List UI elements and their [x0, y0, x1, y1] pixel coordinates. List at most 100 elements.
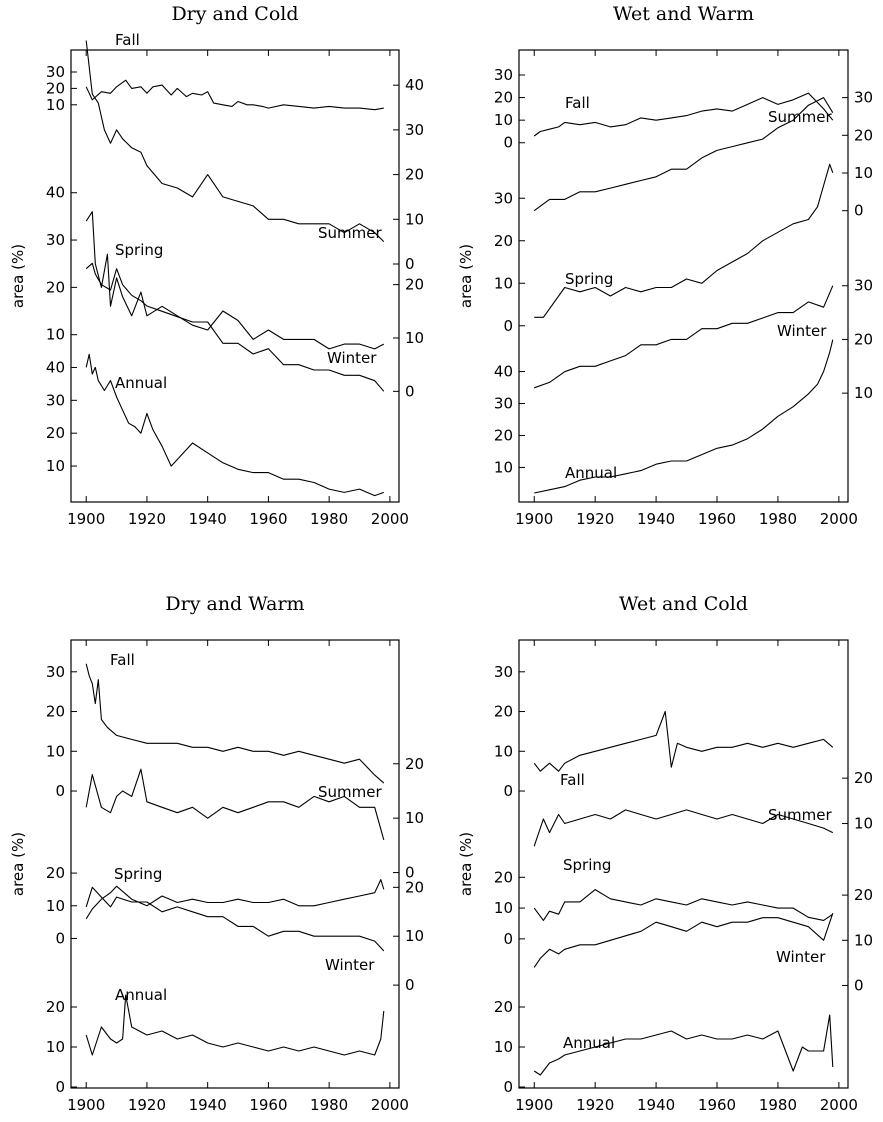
- x-tick-label: 1960: [249, 1096, 287, 1114]
- y-tick-label: 40: [46, 358, 65, 376]
- y-tick-label: 20: [854, 126, 873, 144]
- y-tick-label: 30: [494, 66, 513, 84]
- y-tick-label: 30: [46, 391, 65, 409]
- plot-frame: [518, 639, 849, 1089]
- x-tick-label: 1900: [515, 1096, 553, 1114]
- y-tick-label: 10: [46, 897, 65, 915]
- x-tick-label: 1980: [310, 510, 348, 528]
- x-tick-label: 1940: [637, 510, 675, 528]
- series-label-spring: Spring: [114, 865, 162, 883]
- panel-4: Wet and Cold area (%) 1900 1920 1940 1960 1980…: [457, 593, 873, 1114]
- series-line-annual: [534, 339, 834, 494]
- y-tick-label: 20: [494, 868, 513, 886]
- series-line-annual: [533, 1014, 834, 1076]
- y-tick-label: 20: [46, 703, 65, 721]
- series-line-spring: [534, 163, 834, 318]
- x-tick-label: 1940: [189, 1096, 227, 1114]
- series-label-winter: Winter: [325, 956, 375, 974]
- y-tick-label: 10: [405, 809, 424, 827]
- y-axis-label: area (%): [9, 244, 27, 308]
- y-tick-label: 10: [46, 742, 65, 760]
- y-tick-label: 10: [494, 274, 513, 292]
- y-tick-label: 10: [46, 1038, 65, 1056]
- y-tick-label: 30: [46, 231, 65, 249]
- x-tick-label: 1920: [128, 1096, 166, 1114]
- x-tick-label: 1980: [759, 1096, 797, 1114]
- series-line-summer: [85, 768, 385, 841]
- y-tick-label: 20: [46, 998, 65, 1016]
- y-tick-label: 10: [854, 384, 873, 402]
- y-tick-label: 0: [503, 134, 513, 152]
- series-line-spring: [85, 879, 385, 920]
- series-label-winter: Winter: [777, 322, 827, 340]
- plot-frame: [70, 49, 400, 503]
- y-tick-label: 40: [405, 76, 424, 94]
- x-tick-label: 1960: [698, 1096, 736, 1114]
- x-tick-label: 1960: [698, 510, 736, 528]
- x-tick-label: 2000: [820, 510, 858, 528]
- y-tick-label: 40: [46, 184, 65, 202]
- series-label-annual: Annual: [115, 986, 167, 1004]
- y-tick-label: 10: [494, 458, 513, 476]
- plot-frame: [70, 639, 400, 1089]
- series-line-annual: [85, 353, 384, 497]
- series-label-winter: Winter: [776, 948, 826, 966]
- series-label-summer: Summer: [768, 806, 832, 824]
- y-tick-label: 20: [405, 166, 424, 184]
- y-tick-label: 10: [46, 326, 65, 344]
- series-label-annual: Annual: [563, 1034, 615, 1052]
- y-tick-label: 0: [405, 976, 415, 994]
- series-line-fall: [533, 710, 834, 772]
- series-line-fall: [85, 663, 385, 784]
- y-tick-label: 20: [494, 89, 513, 107]
- series-label-winter: Winter: [327, 349, 377, 367]
- y-tick-label: 0: [55, 782, 65, 800]
- y-tick-label: 10: [854, 815, 873, 833]
- series-line-winter: [85, 262, 385, 392]
- y-tick-label: 20: [494, 232, 513, 250]
- y-tick-label: 10: [46, 96, 65, 114]
- y-axis-label: area (%): [457, 832, 475, 896]
- y-tick-label: 10: [405, 210, 424, 228]
- y-tick-label: 10: [494, 111, 513, 129]
- y-tick-label: 0: [405, 382, 415, 400]
- y-tick-label: 20: [405, 755, 424, 773]
- y-tick-label: 0: [405, 255, 415, 273]
- y-tick-label: 20: [405, 878, 424, 896]
- panel-title: Wet and Cold: [619, 593, 748, 615]
- y-tick-label: 40: [494, 363, 513, 381]
- y-tick-label: 30: [46, 663, 65, 681]
- series-label-annual: Annual: [115, 374, 167, 392]
- y-tick-label: 0: [55, 929, 65, 947]
- series-label-annual: Annual: [565, 464, 617, 482]
- series-label-summer: Summer: [318, 224, 382, 242]
- y-tick-label: 20: [854, 330, 873, 348]
- y-tick-label: 10: [405, 329, 424, 347]
- series-line-summer: [85, 40, 385, 242]
- x-tick-label: 1900: [67, 1096, 105, 1114]
- series-label-fall: Fall: [565, 94, 590, 112]
- series-line-summer: [533, 97, 834, 212]
- y-tick-label: 0: [503, 317, 513, 335]
- series-label-summer: Summer: [768, 108, 832, 126]
- series-label-spring: Spring: [115, 241, 163, 259]
- series-label-spring: Spring: [565, 270, 613, 288]
- y-tick-label: 20: [46, 278, 65, 296]
- y-tick-label: 10: [854, 931, 873, 949]
- y-tick-label: 0: [854, 202, 864, 220]
- y-tick-label: 10: [46, 457, 65, 475]
- x-tick-label: 1980: [759, 510, 797, 528]
- x-tick-label: 1960: [249, 510, 287, 528]
- series-label-summer: Summer: [318, 783, 382, 801]
- y-axis-label: area (%): [9, 832, 27, 896]
- series-label-fall: Fall: [560, 771, 585, 789]
- y-tick-label: 0: [854, 976, 864, 994]
- series-line-winter: [533, 913, 834, 968]
- panel-title: Wet and Warm: [613, 3, 754, 25]
- y-tick-label: 20: [494, 998, 513, 1016]
- y-tick-label: 0: [503, 782, 513, 800]
- x-tick-label: 2000: [371, 1096, 409, 1114]
- panel-title: Dry and Cold: [171, 3, 298, 25]
- panel-1: Dry and Cold area (%) 1900 1920 1940 1960 1980…: [9, 3, 424, 528]
